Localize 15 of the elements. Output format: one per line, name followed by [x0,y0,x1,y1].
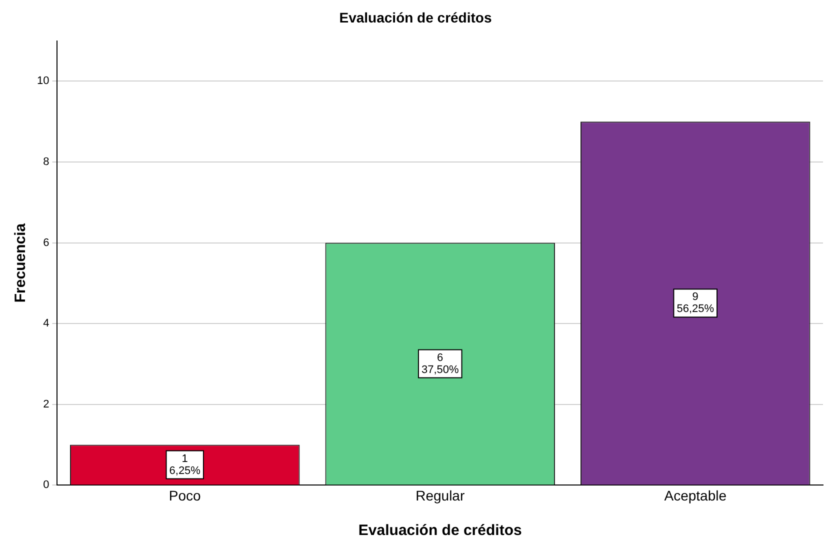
y-tick-label: 0 [43,479,50,492]
y-tick-label: 4 [43,318,50,330]
y-tick-label: 10 [36,75,50,88]
x-axis-title: Evaluación de créditos [358,522,522,540]
data-label: 6 37,50% [421,352,459,376]
y-tick-label: 6 [43,236,50,249]
x-tick-label: Poco [168,487,202,504]
y-tick-label: 8 [43,156,50,168]
chart-title: Evaluación de créditos [339,9,492,26]
y-tick-label: 2 [43,398,50,410]
y-axis-title: Frecuencia [12,222,30,303]
data-label: 1 6,25% [169,452,201,477]
x-tick-label: Regular [416,487,465,504]
x-tick-label: Aceptable [664,487,727,504]
data-label: 9 56,25% [676,291,714,316]
